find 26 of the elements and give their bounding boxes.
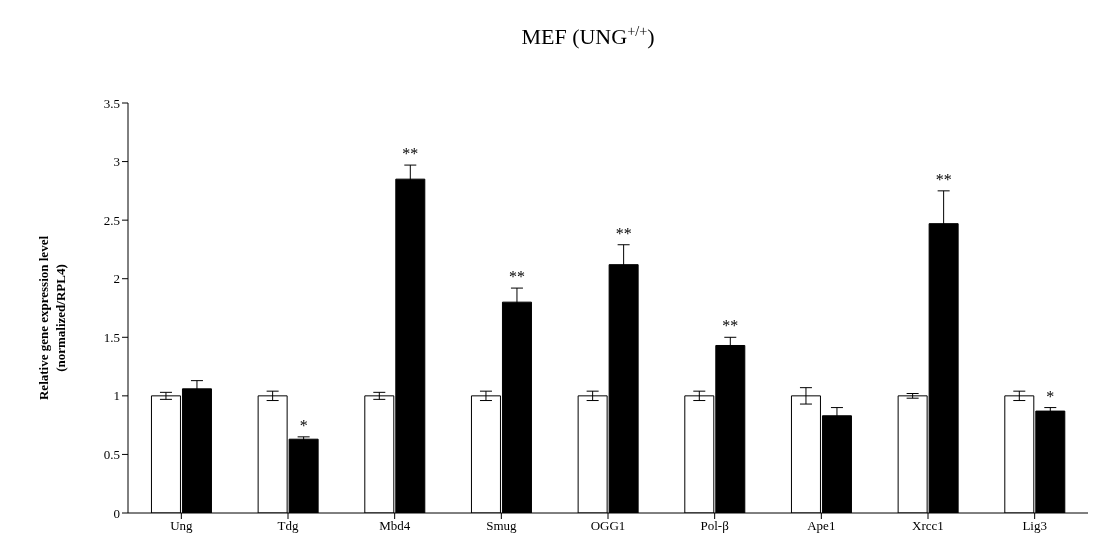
x-tick-label: Pol-β [700,518,730,534]
annotation: ** [615,224,632,242]
y-axis-title: Relative gene expression level (normalized/RPL4) [36,235,68,401]
annotation: ** [508,268,525,286]
x-tick-label: Tdg [277,518,299,534]
x-tick-label: Mbd4 [379,518,411,534]
x-tick-label: OGG1 [590,518,626,534]
y-tick-label: 3.5 [103,95,120,111]
x-tick-label: Ung [170,518,194,534]
annotation: ** [722,317,739,335]
annotation: * [299,416,308,434]
y-tick-label: 2 [113,271,120,287]
y-tick-label: 2.5 [103,212,120,228]
y-tick-label: 1 [113,388,120,404]
x-tick-label: Ape1 [807,518,836,534]
x-tick-label: Lig3 [1022,518,1047,534]
y-tick-label: 1.5 [103,329,120,345]
y-tick-label: 0 [113,505,120,521]
x-tick-label: Xrcc1 [912,518,944,534]
annotation: ** [402,145,419,163]
annotation: ** [935,170,952,188]
y-tick-label: 3 [113,154,120,170]
chart-title: MEF (UNG$^{+/+}$) [521,23,655,49]
x-tick-label: Smug [486,518,517,534]
y-tick-label: 0.5 [103,447,120,463]
annotation: * [1046,387,1055,405]
